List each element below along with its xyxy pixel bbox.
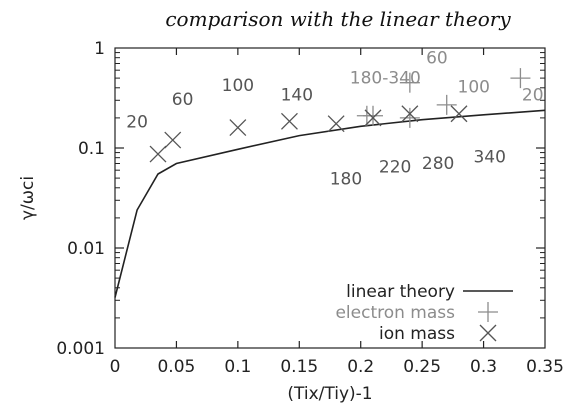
electron-mass-point — [363, 105, 383, 126]
x-marker-stroke — [401, 105, 419, 123]
legend-label: linear theory — [346, 282, 455, 302]
electron-mass-point — [510, 68, 531, 89]
tick-layer — [115, 48, 545, 348]
x-tick-label: 0.2 — [347, 357, 374, 377]
x-marker-stroke — [229, 119, 247, 137]
point-annotation: 180 — [330, 170, 362, 190]
legend-label: electron mass — [335, 303, 455, 323]
electron-mass-point — [436, 94, 457, 115]
y-tick-label: 0.001 — [56, 339, 105, 359]
ion-mass-point — [164, 131, 182, 149]
x-marker-stroke — [280, 112, 298, 130]
x-tick-label: 0.1 — [224, 357, 251, 377]
x-tick-label: 0.15 — [280, 357, 318, 377]
point-annotation: 280 — [422, 154, 454, 174]
x-marker-stroke — [149, 145, 167, 163]
y-tick-label: 0.01 — [67, 239, 105, 259]
chart-title: comparison with the linear theory — [165, 7, 511, 31]
y-tick-label: 1 — [94, 39, 105, 59]
x-tick-label: 0.05 — [157, 357, 195, 377]
x-marker-stroke — [327, 115, 345, 133]
y-tick-label: 0.1 — [78, 139, 105, 159]
ion-mass-point — [364, 109, 382, 127]
ion-mass-point — [450, 105, 468, 123]
x-marker-stroke — [164, 131, 182, 149]
point-annotation: 340 — [473, 147, 505, 167]
point-annotation: 100 — [222, 76, 254, 96]
point-annotation: 60 — [426, 48, 448, 68]
electron-mass-point — [399, 107, 420, 128]
point-annotation: 100 — [458, 77, 490, 97]
point-annotation: 20 — [126, 113, 148, 133]
x-tick-label: 0.3 — [470, 357, 497, 377]
x-marker-stroke — [364, 109, 382, 127]
electron-mass-point — [399, 72, 420, 93]
point-annotation: 140 — [281, 85, 313, 105]
linear-theory-line — [114, 109, 546, 298]
y-axis-label: γ/ωci — [18, 176, 38, 220]
point-annotation: 180-340 — [350, 69, 421, 89]
legend-x-swatch — [479, 324, 497, 342]
plot-area-frame — [114, 47, 546, 349]
ion-mass-point — [327, 115, 345, 133]
ion-mass-point — [280, 112, 298, 130]
series-layer — [114, 68, 546, 298]
ion-mass-point — [229, 119, 247, 137]
tick-label-layer: 0 0.05 0.1 0.15 0.2 0.25 0.3 0.35 0.001 0.01 0.1 1 — [56, 39, 564, 377]
x-tick-label: 0 — [110, 357, 121, 377]
legend-label: ion mass — [379, 324, 455, 344]
point-annotation: 20 — [522, 85, 544, 105]
point-annotation: 60 — [172, 90, 194, 110]
x-axis-label: (Tix/Tiy)-1 — [287, 384, 372, 404]
x-marker-stroke — [450, 105, 468, 123]
point-annotation: 220 — [379, 157, 411, 177]
ion-mass-point — [401, 105, 419, 123]
ion-mass-point — [149, 145, 167, 163]
x-tick-label: 0.25 — [403, 357, 441, 377]
x-tick-label: 0.35 — [526, 357, 564, 377]
